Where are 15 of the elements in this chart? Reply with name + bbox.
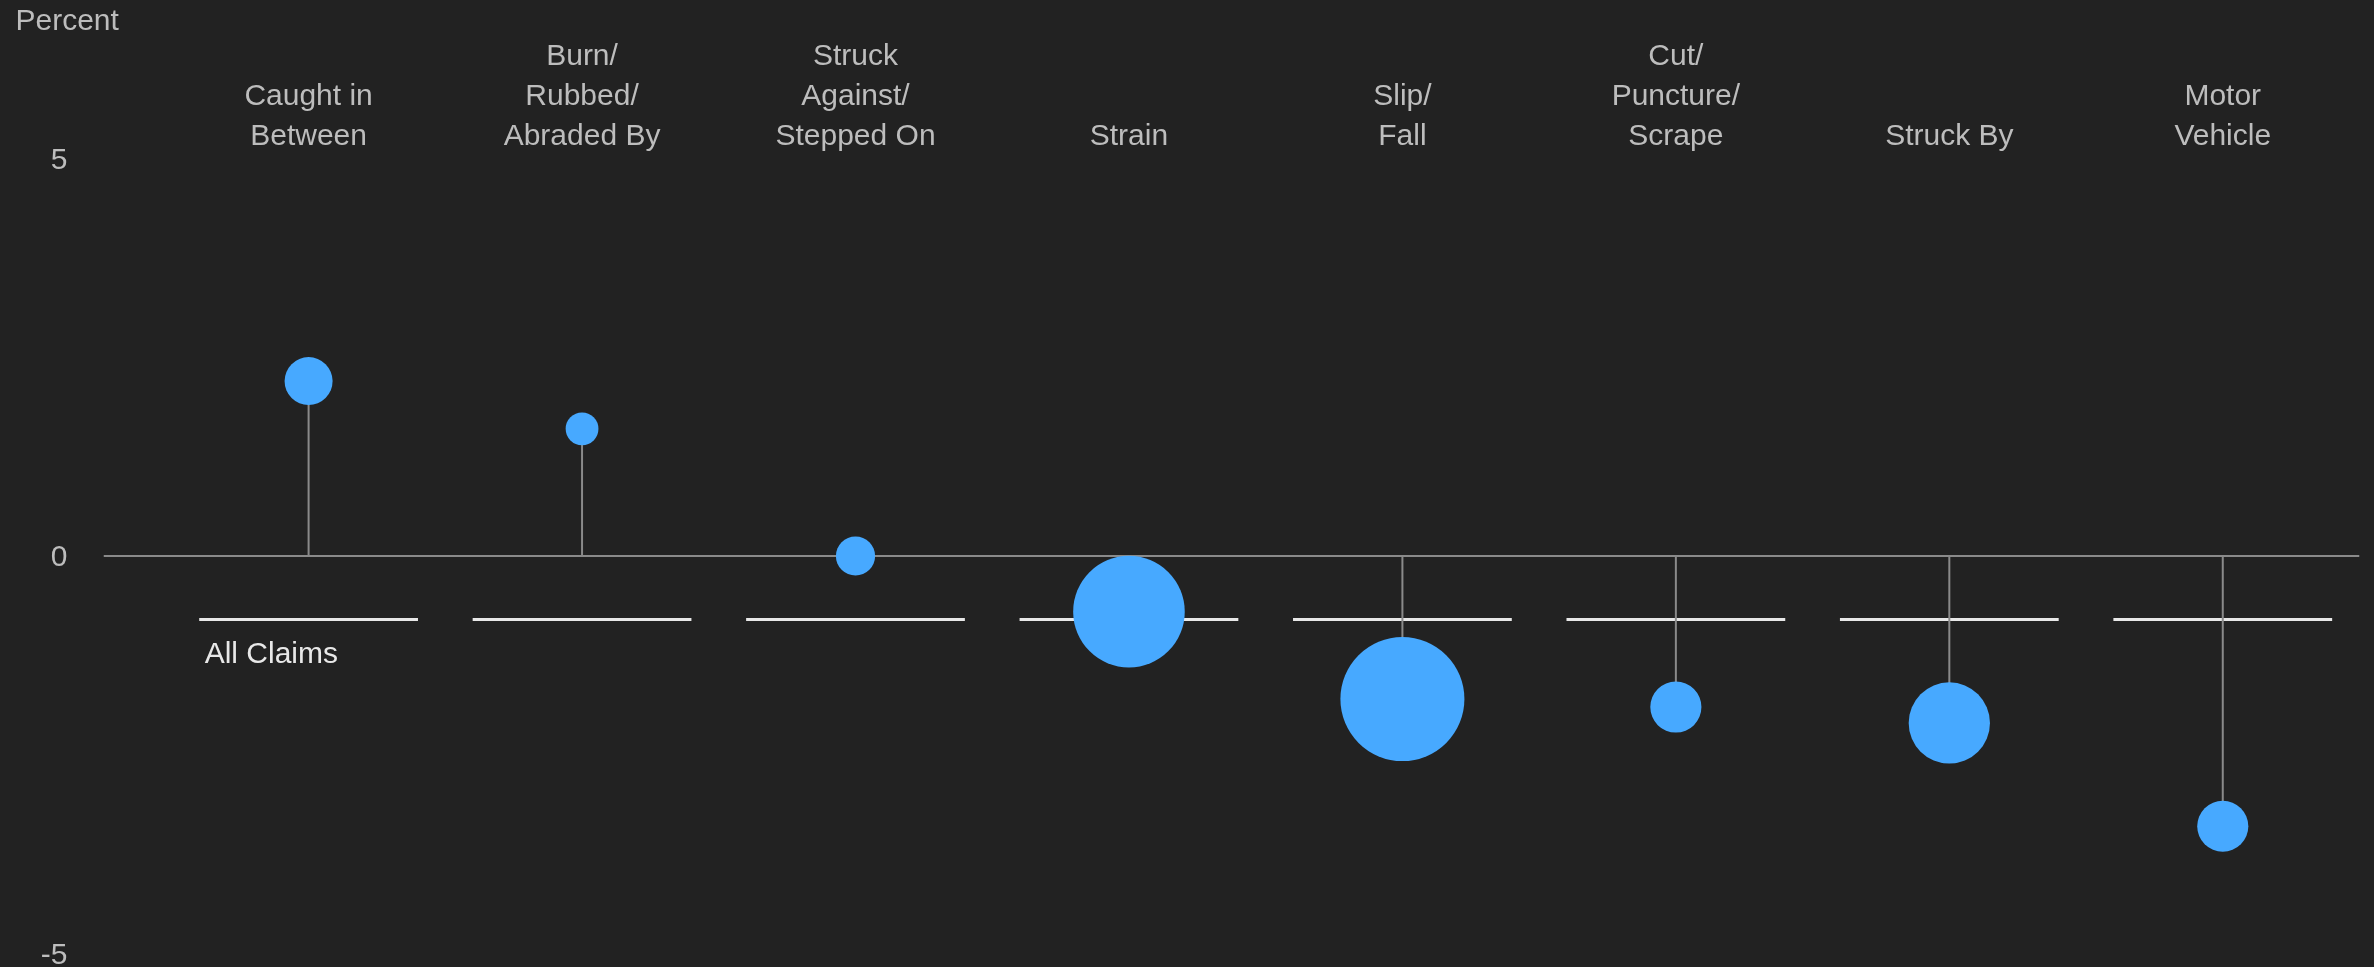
x-tick-label: Motor Vehicle (2174, 77, 2272, 151)
x-tick-label: Burn/ Rubbed/ Abraded By (503, 38, 661, 151)
point (1650, 681, 1702, 733)
y-axis-title: Percent (15, 2, 120, 36)
y-tick-label: 0 (50, 539, 68, 572)
point (2197, 800, 2249, 852)
x-tick-label: Caught in Between (244, 77, 373, 151)
x-tick-label: Cut/ Puncture/ Scrape (1611, 38, 1741, 151)
x-tick-label: Struck By (1885, 117, 2014, 151)
ref-line-label: All Claims (204, 635, 339, 669)
x-tick-label: Slip/ Fall (1373, 77, 1433, 151)
y-tick-label: -5 (40, 936, 68, 967)
y-tick-label: 5 (50, 141, 68, 175)
x-tick-label: Struck Against/ Stepped On (775, 38, 936, 151)
x-tick-label: Strain (1089, 117, 1169, 151)
